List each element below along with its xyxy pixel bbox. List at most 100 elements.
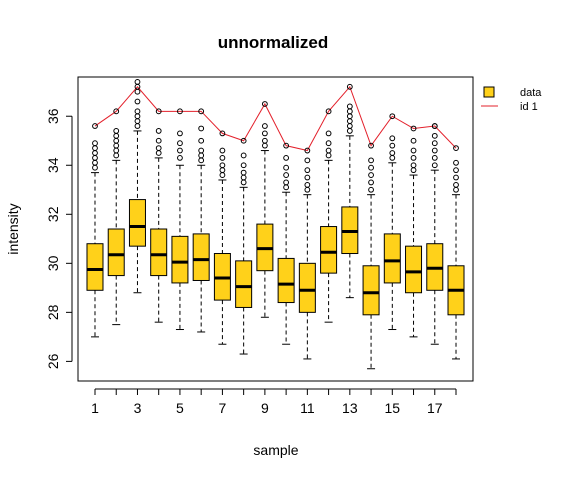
legend-item-box: data [483, 86, 542, 99]
box-sample-6 [192, 125, 210, 333]
x-tick-label: 11 [300, 400, 315, 416]
box [383, 233, 401, 284]
id-1-point [113, 108, 120, 115]
outlier-point [177, 147, 183, 154]
box [362, 265, 380, 316]
outlier-point [325, 140, 332, 147]
box-sample-18 [447, 159, 465, 360]
id-1-point [410, 125, 417, 132]
box [128, 199, 146, 247]
box-sample-13 [341, 103, 359, 299]
outlier-point [453, 186, 459, 193]
outlier-point [368, 157, 374, 164]
box-sample-1 [86, 140, 104, 338]
box-sample-16 [405, 137, 423, 338]
outlier-point [431, 155, 438, 161]
outlier-point [410, 147, 417, 154]
outlier-point [240, 179, 247, 186]
outlier-point [283, 184, 290, 191]
outlier-point [177, 130, 183, 137]
box [277, 257, 295, 304]
outlier-point [240, 152, 247, 159]
box-sample-8 [235, 152, 253, 355]
outlier-point [389, 142, 396, 149]
outlier-point [283, 155, 290, 161]
outlier-point [304, 167, 311, 174]
outlier-point [219, 172, 226, 178]
box [192, 233, 210, 281]
id-1-point [283, 142, 290, 149]
box-sample-11 [298, 157, 316, 360]
outlier-point [368, 186, 374, 193]
box-sample-14 [362, 157, 380, 370]
outlier-point [410, 137, 417, 144]
outlier-point [389, 155, 396, 161]
box [235, 260, 253, 308]
outlier-point [198, 157, 205, 164]
outlier-point [453, 181, 459, 188]
legend-item-line: id 1 [481, 101, 538, 113]
outlier-point [346, 108, 353, 115]
id-1-line-series [92, 83, 459, 154]
outlier-point [134, 98, 141, 105]
outlier-point [368, 164, 374, 171]
box-sample-17 [426, 123, 444, 345]
id-1-point [389, 113, 396, 120]
outlier-point [283, 172, 290, 178]
box [298, 262, 316, 313]
outlier-point [134, 118, 141, 125]
outlier-point [431, 162, 438, 169]
outlier-point [453, 174, 459, 181]
x-tick-label: 3 [134, 400, 142, 416]
outlier-point [155, 145, 162, 151]
box-sample-9 [256, 123, 274, 318]
outlier-point [304, 186, 311, 193]
outlier-point [325, 130, 332, 137]
outlier-point [261, 123, 268, 129]
outlier-point [304, 157, 311, 164]
outlier-point [431, 147, 438, 154]
outlier-point [240, 169, 247, 176]
outlier-point [368, 172, 374, 178]
outlier-point [113, 128, 120, 134]
x-tick-label: 15 [385, 400, 401, 416]
outlier-point [92, 164, 98, 171]
x-tick-label: 1 [91, 400, 99, 416]
outlier-point [92, 145, 98, 151]
y-tick-label: 26 [45, 353, 61, 369]
outlier-point [368, 179, 374, 186]
y-tick-label: 32 [45, 206, 61, 222]
outlier-point [113, 137, 120, 144]
y-tick-label: 30 [45, 255, 61, 271]
id-1-point [177, 108, 183, 115]
outlier-point [198, 137, 205, 144]
id-1-point [261, 101, 268, 107]
outlier-point [113, 142, 120, 149]
box-sample-3 [128, 79, 146, 294]
outlier-point [283, 179, 290, 186]
id-1-point [240, 137, 247, 144]
outlier-point [346, 128, 353, 134]
x-tick-label: 13 [342, 400, 358, 416]
legend-box-swatch [483, 86, 495, 98]
outlier-point [261, 142, 268, 149]
id-1-point [346, 83, 353, 90]
outlier-point [198, 125, 205, 132]
box-sample-7 [213, 147, 231, 345]
outlier-point [155, 137, 162, 144]
id-1-point [453, 145, 459, 151]
outlier-point [431, 132, 438, 139]
outlier-point [304, 181, 311, 188]
outlier-point [134, 108, 141, 115]
outlier-point [198, 152, 205, 159]
y-axis-label: intensity [5, 203, 21, 254]
box [86, 243, 104, 291]
x-tick-label: 5 [176, 400, 184, 416]
box-sample-10 [277, 155, 295, 345]
id-1-point [304, 147, 311, 154]
chart-title: unnormalized [218, 33, 329, 52]
outlier-point [261, 130, 268, 137]
outlier-point [219, 167, 226, 174]
x-tick-label: 7 [219, 400, 227, 416]
